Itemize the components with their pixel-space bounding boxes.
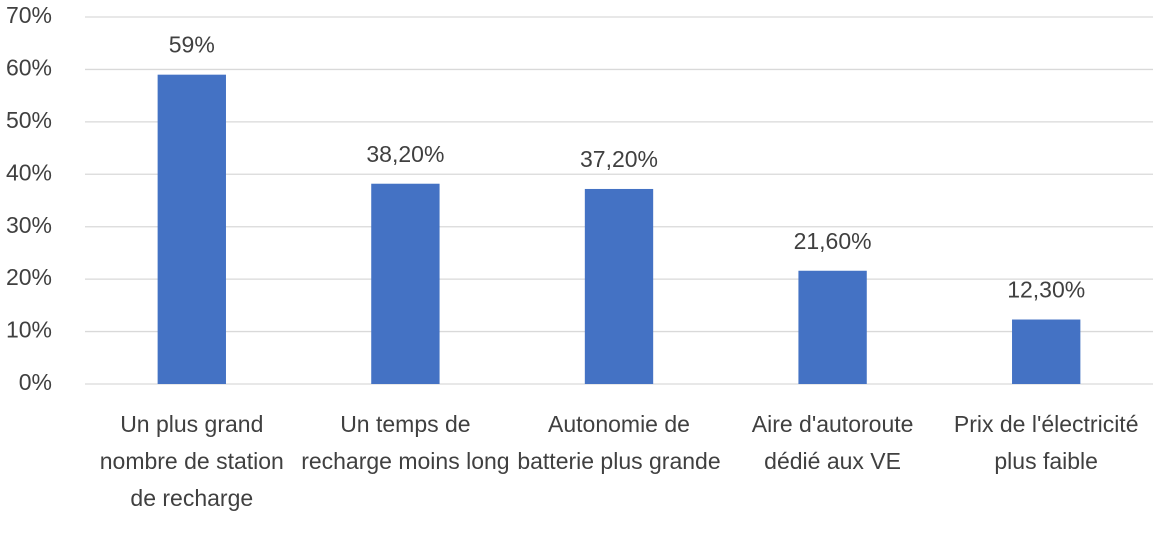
bar [1012, 319, 1081, 384]
bar [584, 188, 654, 384]
bar [157, 74, 226, 385]
y-tick-label: 60% [6, 55, 52, 81]
x-tick-label-box: Un plus grand nombre de station de recha… [99, 411, 284, 511]
x-tick-label: Un plus grand nombre de station de recha… [99, 411, 284, 511]
bar [798, 270, 867, 384]
y-tick-label: 70% [6, 2, 52, 28]
y-tick-label: 0% [19, 369, 52, 395]
x-tick-label-box: Un temps de recharge moins long [301, 411, 510, 474]
y-tick-label: 50% [6, 107, 52, 133]
x-tick-label-box: Autonomie de batterie plus grande [517, 411, 721, 474]
bar [371, 183, 440, 384]
data-label: 59% [169, 32, 215, 58]
x-tick-label-box: Aire d'autoroute dédié aux VE [751, 411, 914, 474]
y-tick-label: 10% [6, 317, 52, 343]
y-tick-label: 40% [6, 159, 52, 185]
y-tick-label: 20% [6, 264, 52, 290]
x-tick-label: Un temps de recharge moins long [301, 411, 510, 474]
data-label: 12,30% [1007, 277, 1085, 303]
data-label: 21,60% [794, 228, 872, 254]
data-label: 37,20% [580, 146, 658, 172]
x-tick-label: Prix de l'électricité plus faible [953, 411, 1139, 474]
x-tick-label: Aire d'autoroute dédié aux VE [751, 411, 914, 474]
data-label: 38,20% [366, 141, 444, 167]
y-tick-label: 30% [6, 212, 52, 238]
x-tick-label: Autonomie de batterie plus grande [517, 411, 721, 474]
x-tick-label-box: Prix de l'électricité plus faible [953, 411, 1139, 474]
